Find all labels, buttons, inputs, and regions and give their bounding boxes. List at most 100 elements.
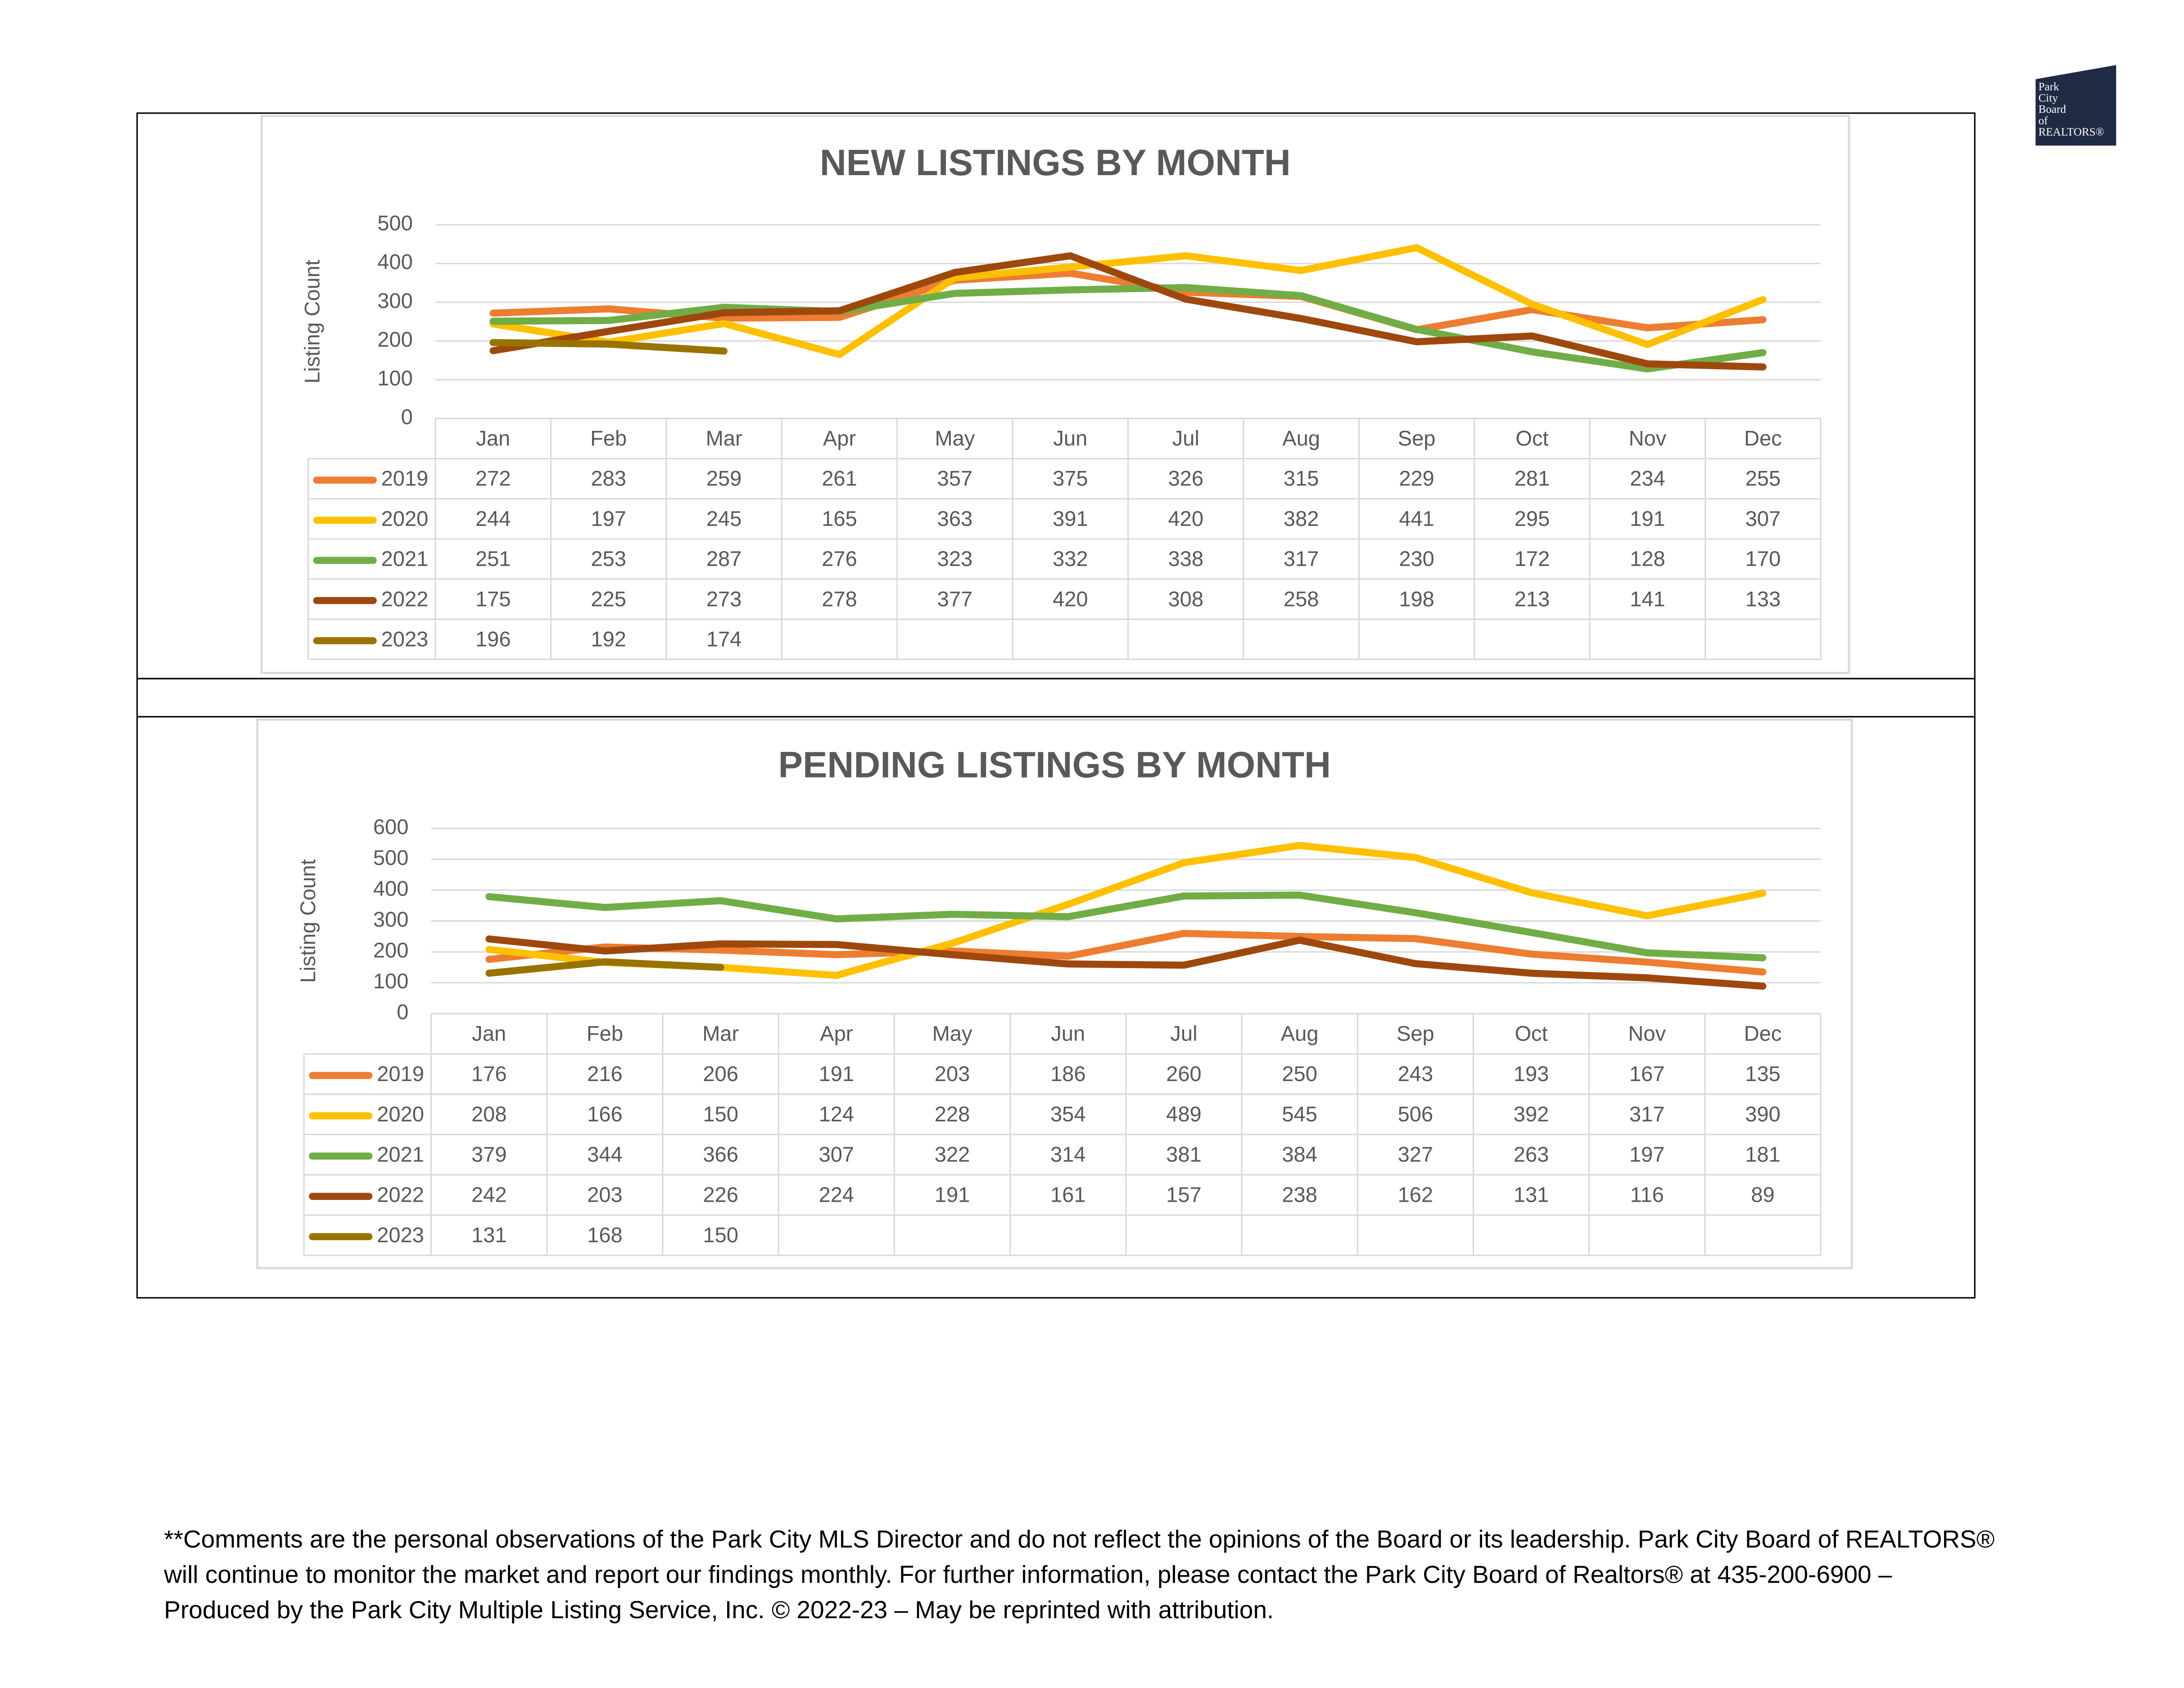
data-label: 141 bbox=[1630, 587, 1665, 611]
legend-label: 2020 bbox=[377, 1102, 424, 1126]
data-label: 317 bbox=[1284, 547, 1319, 570]
x-tick-label: May bbox=[935, 426, 975, 450]
chart-frame bbox=[136, 716, 1976, 1299]
data-label: 181 bbox=[1745, 1142, 1781, 1166]
x-tick-label: Apr bbox=[823, 426, 856, 450]
data-label: 384 bbox=[1282, 1142, 1317, 1166]
data-label: 377 bbox=[937, 587, 973, 611]
data-label: 197 bbox=[1629, 1142, 1665, 1166]
data-label: 244 bbox=[475, 507, 511, 530]
data-label: 391 bbox=[1053, 507, 1088, 530]
data-label: 273 bbox=[706, 587, 742, 611]
data-label: 167 bbox=[1629, 1062, 1665, 1086]
y-axis-label: Listing Count bbox=[300, 260, 324, 384]
footer-line: Produced by the Park City Multiple Listi… bbox=[164, 1596, 1274, 1624]
chart-title: PENDING LISTINGS BY MONTH bbox=[778, 745, 1331, 786]
x-tick-label: Aug bbox=[1281, 1022, 1319, 1045]
data-label: 326 bbox=[1168, 466, 1203, 490]
legend-label: 2023 bbox=[377, 1223, 424, 1247]
data-label: 253 bbox=[591, 547, 626, 570]
data-label: 157 bbox=[1166, 1183, 1202, 1207]
y-tick-label: 600 bbox=[373, 815, 409, 838]
y-tick-label: 0 bbox=[401, 405, 413, 429]
legend-label: 2019 bbox=[381, 466, 429, 490]
x-tick-label: Sep bbox=[1397, 1022, 1434, 1045]
data-label: 314 bbox=[1050, 1142, 1086, 1166]
x-tick-label: Oct bbox=[1515, 1022, 1547, 1045]
y-tick-label: 400 bbox=[377, 250, 413, 274]
logo-line: of bbox=[2039, 115, 2048, 127]
data-label: 283 bbox=[591, 466, 626, 490]
data-label: 196 bbox=[475, 627, 511, 651]
x-tick-label: May bbox=[932, 1022, 972, 1045]
x-tick-label: Mar bbox=[702, 1022, 739, 1045]
data-label: 161 bbox=[1050, 1183, 1086, 1207]
data-label: 165 bbox=[822, 507, 857, 530]
legend-label: 2021 bbox=[377, 1142, 424, 1166]
data-label: 197 bbox=[591, 507, 626, 530]
series-line bbox=[489, 252, 1767, 371]
data-label: 133 bbox=[1745, 587, 1781, 611]
data-label: 276 bbox=[822, 547, 857, 570]
data-label: 379 bbox=[471, 1142, 507, 1166]
data-label: 287 bbox=[706, 547, 742, 570]
data-label: 150 bbox=[703, 1223, 738, 1247]
data-label: 224 bbox=[819, 1183, 855, 1207]
data-label: 124 bbox=[819, 1102, 855, 1126]
y-tick-label: 200 bbox=[377, 327, 413, 351]
data-label: 315 bbox=[1284, 466, 1319, 490]
data-label: 278 bbox=[822, 587, 857, 611]
data-label: 191 bbox=[1630, 507, 1665, 530]
series-line bbox=[485, 930, 1767, 976]
legend-label: 2022 bbox=[381, 587, 429, 611]
data-label: 245 bbox=[706, 507, 742, 530]
y-tick-label: 400 bbox=[373, 877, 409, 901]
data-label: 168 bbox=[587, 1223, 623, 1247]
y-tick-label: 500 bbox=[377, 211, 413, 235]
data-label: 545 bbox=[1282, 1102, 1317, 1126]
data-label: 332 bbox=[1053, 547, 1088, 570]
y-tick-label: 100 bbox=[377, 366, 413, 390]
data-label: 166 bbox=[587, 1102, 623, 1126]
data-label: 392 bbox=[1514, 1102, 1549, 1126]
x-tick-label: Oct bbox=[1515, 426, 1548, 450]
data-label: 225 bbox=[591, 587, 626, 611]
data-label: 344 bbox=[587, 1142, 623, 1166]
chart-area bbox=[260, 115, 1850, 674]
series-line bbox=[489, 284, 1767, 373]
x-tick-label: Aug bbox=[1282, 426, 1320, 450]
data-label: 186 bbox=[1050, 1062, 1086, 1086]
y-axis-label: Listing Count bbox=[296, 859, 320, 983]
data-label: 420 bbox=[1053, 587, 1088, 611]
data-label: 307 bbox=[819, 1142, 855, 1166]
data-label: 131 bbox=[471, 1223, 507, 1247]
x-tick-label: Feb bbox=[590, 426, 627, 450]
x-tick-label: Jan bbox=[472, 1022, 506, 1045]
data-label: 89 bbox=[1751, 1183, 1774, 1207]
y-tick-label: 300 bbox=[377, 289, 413, 312]
data-label: 506 bbox=[1398, 1102, 1433, 1126]
data-label: 174 bbox=[706, 627, 742, 651]
legend-label: 2020 bbox=[381, 507, 429, 530]
data-label: 116 bbox=[1630, 1183, 1664, 1207]
data-label: 255 bbox=[1745, 466, 1781, 490]
footer-line: **Comments are the personal observations… bbox=[164, 1525, 1994, 1553]
data-label: 261 bbox=[822, 466, 857, 490]
x-tick-label: Nov bbox=[1628, 1022, 1666, 1045]
footer-line: will continue to monitor the market and … bbox=[163, 1560, 1892, 1588]
y-tick-label: 200 bbox=[373, 938, 409, 962]
series-line bbox=[485, 892, 1767, 962]
data-label: 228 bbox=[935, 1102, 970, 1126]
x-tick-label: Feb bbox=[587, 1022, 623, 1045]
data-label: 281 bbox=[1515, 466, 1550, 490]
data-label: 323 bbox=[937, 547, 973, 570]
data-label: 327 bbox=[1398, 1142, 1433, 1166]
data-label: 357 bbox=[937, 466, 973, 490]
data-label: 172 bbox=[1515, 547, 1550, 570]
y-tick-label: 100 bbox=[373, 969, 409, 993]
data-label: 234 bbox=[1630, 466, 1665, 490]
data-label: 131 bbox=[1514, 1183, 1549, 1207]
x-tick-label: Jun bbox=[1051, 1022, 1085, 1045]
data-label: 208 bbox=[471, 1102, 507, 1126]
